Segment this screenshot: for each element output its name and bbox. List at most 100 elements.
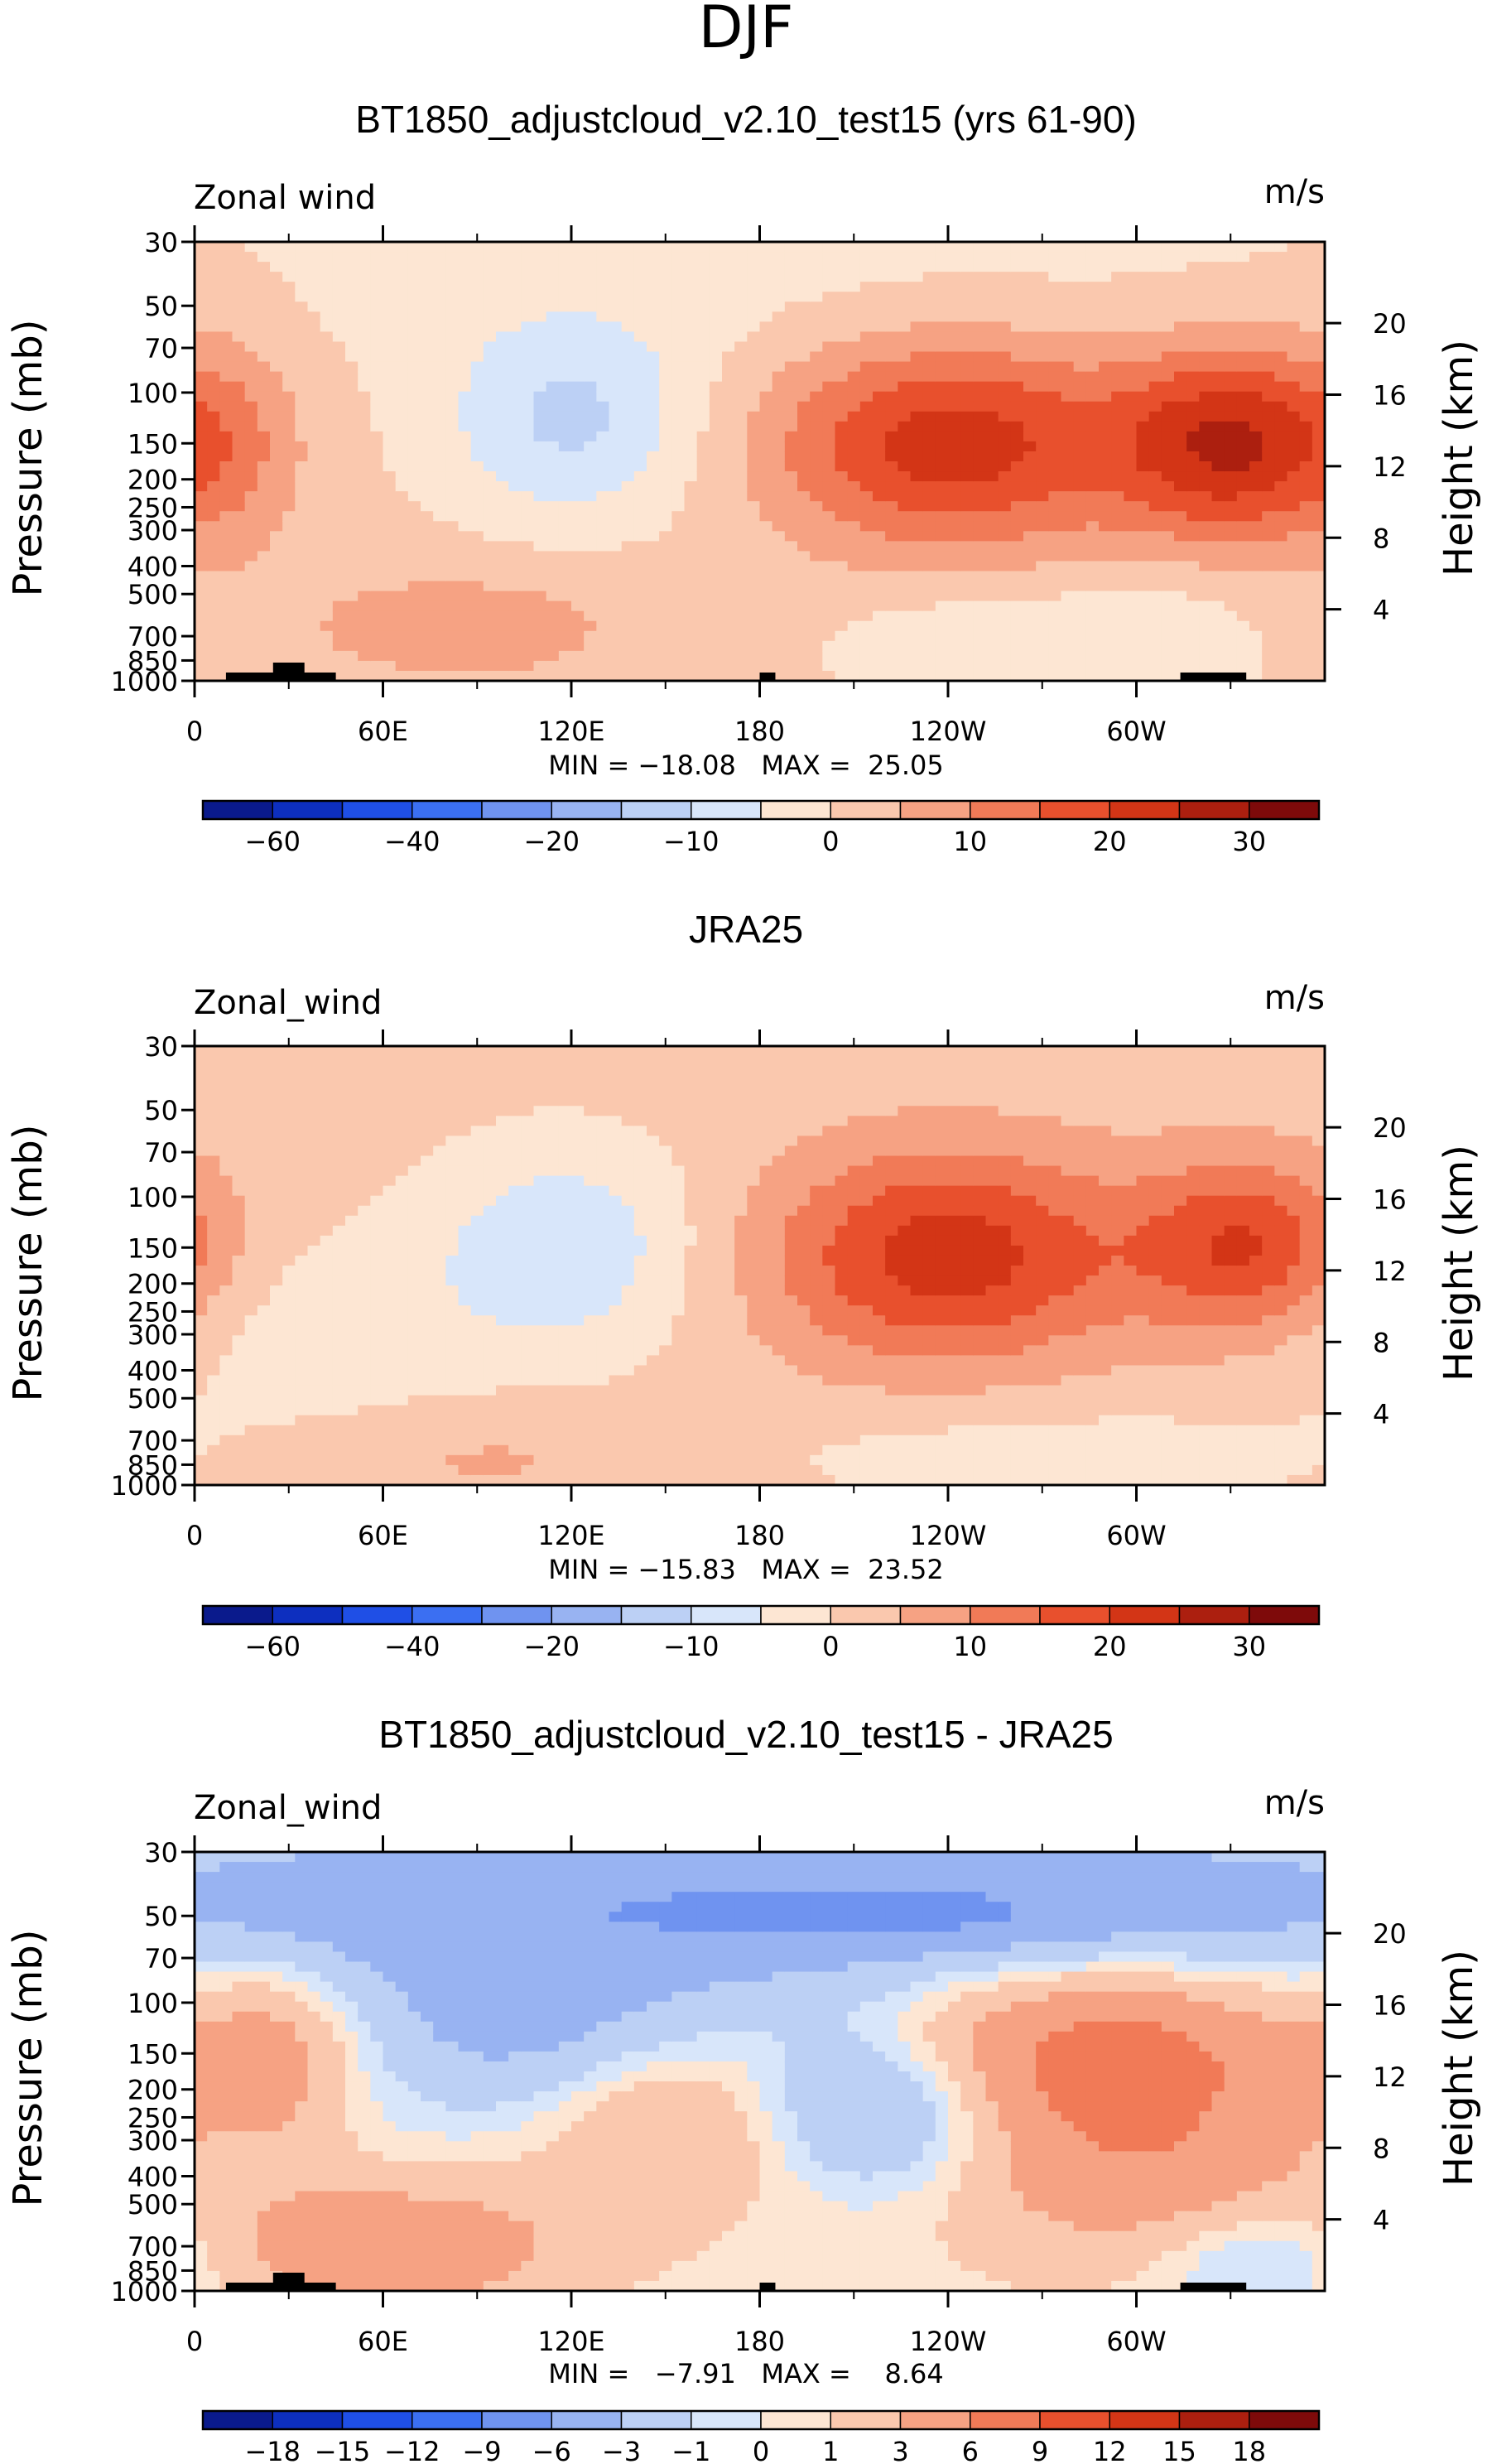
field-cell xyxy=(1224,640,1238,652)
field-cell xyxy=(898,282,912,292)
field-cell xyxy=(383,441,397,452)
field-cell xyxy=(1249,531,1263,542)
field-cell xyxy=(696,461,710,472)
field-cell xyxy=(421,1425,434,1436)
field-cell xyxy=(1061,521,1075,532)
field-cell xyxy=(1199,341,1213,353)
field-cell xyxy=(407,1185,421,1197)
field-cell xyxy=(1262,421,1275,432)
field-cell xyxy=(244,321,258,333)
field-cell xyxy=(1111,501,1124,512)
field-cell xyxy=(219,640,233,652)
field-cell xyxy=(571,331,585,343)
field-cell xyxy=(207,1295,220,1306)
field-cell xyxy=(320,620,334,632)
field-cell xyxy=(696,371,710,383)
field-cell xyxy=(797,640,811,652)
field-cell xyxy=(445,1136,460,1147)
field-cell xyxy=(671,561,686,572)
field-cell xyxy=(219,272,233,282)
field-cell xyxy=(332,331,346,343)
field-cell xyxy=(1036,511,1049,522)
field-cell xyxy=(407,610,421,622)
x-tick-label: 60E xyxy=(358,716,408,747)
field-cell xyxy=(696,301,710,312)
field-cell xyxy=(722,371,735,383)
field-cell xyxy=(407,571,421,582)
field-cell xyxy=(558,361,572,373)
field-cell xyxy=(282,1205,296,1217)
field-cell xyxy=(1236,561,1250,572)
field-cell xyxy=(747,471,761,482)
field-cell xyxy=(633,411,647,422)
field-cell xyxy=(1199,591,1213,602)
field-cell xyxy=(647,242,660,253)
field-cell xyxy=(207,331,220,343)
field-cell xyxy=(282,1305,296,1316)
field-cell xyxy=(546,361,560,373)
field-cell xyxy=(684,331,698,343)
field-cell xyxy=(295,620,309,632)
field-cell xyxy=(910,351,924,363)
field-cell xyxy=(282,401,296,412)
field-cell xyxy=(546,660,560,672)
field-cell xyxy=(621,491,635,502)
field-cell xyxy=(935,581,949,592)
field-cell xyxy=(1010,471,1024,482)
field-cell xyxy=(332,1444,346,1456)
field-cell xyxy=(195,600,208,612)
field-cell xyxy=(647,421,660,432)
field-cell xyxy=(207,521,220,532)
field-cell xyxy=(584,431,597,442)
field-cell xyxy=(898,471,912,482)
field-cell xyxy=(207,1066,220,1077)
field-cell xyxy=(960,630,974,642)
field-cell xyxy=(873,561,886,572)
field-cell xyxy=(433,640,446,652)
field-cell xyxy=(810,321,823,333)
field-cell xyxy=(407,1175,421,1187)
field-cell xyxy=(810,561,823,572)
field-cell xyxy=(445,471,460,482)
field-cell xyxy=(458,481,472,492)
field-cell xyxy=(1186,441,1200,452)
field-cell xyxy=(822,561,836,572)
field-cell xyxy=(421,581,434,592)
field-cell xyxy=(295,1195,309,1207)
field-cell xyxy=(407,1435,421,1446)
field-cell xyxy=(734,561,748,572)
field-cell xyxy=(935,471,949,482)
field-cell xyxy=(1010,620,1024,632)
field-cell xyxy=(696,581,710,592)
field-cell xyxy=(1224,331,1238,343)
field-cell xyxy=(421,1405,434,1416)
field-cell xyxy=(1249,441,1263,452)
field-cell xyxy=(407,391,421,403)
field-cell xyxy=(533,481,547,492)
field-cell xyxy=(935,371,949,383)
field-cell xyxy=(370,1126,384,1137)
field-cell xyxy=(596,331,610,343)
field-cell xyxy=(722,411,735,422)
field-cell xyxy=(973,441,987,452)
field-cell xyxy=(244,1435,258,1446)
field-cell xyxy=(709,421,723,432)
field-cell xyxy=(320,411,334,422)
field-cell xyxy=(922,441,936,452)
field-cell xyxy=(383,511,397,522)
field-cell xyxy=(332,1116,346,1126)
field-cell xyxy=(345,242,359,253)
field-cell xyxy=(973,311,987,322)
field-cell xyxy=(1224,511,1238,522)
field-cell xyxy=(232,1464,246,1476)
field-cell xyxy=(244,292,258,302)
field-cell xyxy=(407,421,421,432)
field-cell xyxy=(508,640,522,652)
field-cell xyxy=(647,411,660,422)
field-cell xyxy=(1085,282,1100,292)
field-cell xyxy=(822,491,836,502)
field-cell xyxy=(684,640,698,652)
field-cell xyxy=(1236,501,1250,512)
field-cell xyxy=(1136,371,1150,383)
field-cell xyxy=(307,341,321,353)
